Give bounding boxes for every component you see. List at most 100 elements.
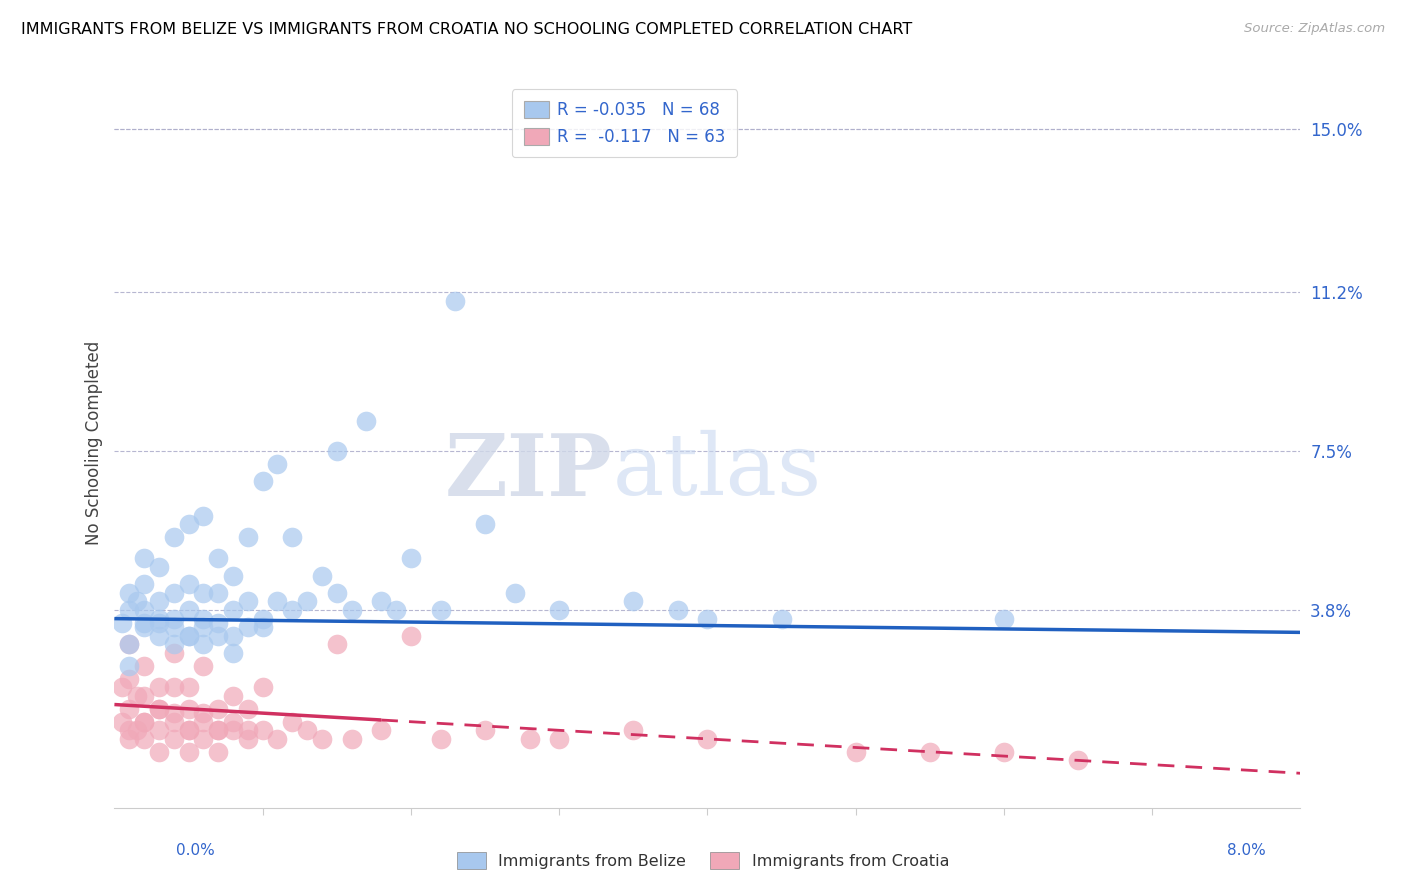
Point [193,508,215,523]
Point [148,702,170,716]
Point [163,706,186,720]
Point [125,689,148,703]
Point [177,681,200,695]
Point [118,672,141,686]
Legend: Immigrants from Belize, Immigrants from Croatia: Immigrants from Belize, Immigrants from … [450,846,956,875]
Point [295,723,318,738]
Point [696,731,718,746]
Point [193,658,215,673]
Point [193,706,215,720]
Point [148,560,170,574]
Point [177,517,200,532]
Point [163,620,186,634]
Point [207,723,229,738]
Point [148,594,170,608]
Point [429,731,451,746]
Point [132,658,155,673]
Point [118,637,141,651]
Point [207,551,229,566]
Point [236,731,259,746]
Point [132,714,155,729]
Point [148,702,170,716]
Point [621,594,644,608]
Point [236,702,259,716]
Point [770,612,793,626]
Point [444,293,467,308]
Point [118,723,141,738]
Point [132,551,155,566]
Point [177,603,200,617]
Point [207,723,229,738]
Point [326,586,349,600]
Point [222,568,245,582]
Point [548,731,571,746]
Point [118,637,141,651]
Point [132,615,155,630]
Point [125,594,148,608]
Point [236,530,259,544]
Point [918,745,941,759]
Point [222,646,245,660]
Point [118,603,141,617]
Point [193,731,215,746]
Point [281,603,304,617]
Point [193,586,215,600]
Point [132,603,155,617]
Point [125,723,148,738]
Text: ZIP: ZIP [444,430,613,514]
Point [252,612,274,626]
Point [370,723,392,738]
Point [193,620,215,634]
Point [266,731,288,746]
Point [503,586,526,600]
Point [177,723,200,738]
Point [163,586,186,600]
Point [207,629,229,643]
Point [118,702,141,716]
Point [111,615,134,630]
Point [295,594,318,608]
Point [696,612,718,626]
Point [266,594,288,608]
Point [1067,753,1090,767]
Point [222,629,245,643]
Point [222,689,245,703]
Point [193,612,215,626]
Point [163,612,186,626]
Point [252,620,274,634]
Point [621,723,644,738]
Point [474,517,496,532]
Point [340,731,363,746]
Point [207,702,229,716]
Point [326,444,349,458]
Point [118,586,141,600]
Point [118,731,141,746]
Point [163,637,186,651]
Point [148,745,170,759]
Point [193,637,215,651]
Point [519,731,541,746]
Point [207,745,229,759]
Point [666,603,689,617]
Point [177,723,200,738]
Point [148,615,170,630]
Point [340,603,363,617]
Point [281,530,304,544]
Point [236,620,259,634]
Text: atlas: atlas [613,430,821,513]
Point [163,646,186,660]
Point [163,681,186,695]
Point [207,615,229,630]
Text: IMMIGRANTS FROM BELIZE VS IMMIGRANTS FROM CROATIA NO SCHOOLING COMPLETED CORRELA: IMMIGRANTS FROM BELIZE VS IMMIGRANTS FRO… [21,22,912,37]
Point [326,637,349,651]
Point [993,745,1015,759]
Point [177,702,200,716]
Point [311,731,333,746]
Text: 0.0%: 0.0% [176,843,215,858]
Point [399,551,422,566]
Point [845,745,868,759]
Point [177,745,200,759]
Point [385,603,408,617]
Point [222,723,245,738]
Point [207,586,229,600]
